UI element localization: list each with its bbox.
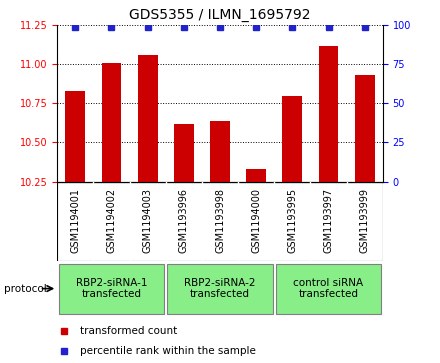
Bar xyxy=(210,121,230,182)
Text: RBP2-siRNA-1
transfected: RBP2-siRNA-1 transfected xyxy=(76,278,147,299)
Text: GSM1194002: GSM1194002 xyxy=(106,188,117,253)
Text: GSM1193996: GSM1193996 xyxy=(179,188,189,253)
Title: GDS5355 / ILMN_1695792: GDS5355 / ILMN_1695792 xyxy=(129,8,311,22)
Bar xyxy=(174,124,194,182)
Text: GSM1194000: GSM1194000 xyxy=(251,188,261,253)
FancyBboxPatch shape xyxy=(167,264,273,314)
Text: GSM1194003: GSM1194003 xyxy=(143,188,153,253)
Text: control siRNA
transfected: control siRNA transfected xyxy=(293,278,363,299)
Bar xyxy=(102,63,121,182)
Bar xyxy=(138,55,158,182)
Text: protocol: protocol xyxy=(4,284,47,294)
FancyBboxPatch shape xyxy=(276,264,381,314)
Bar xyxy=(319,46,338,182)
Bar xyxy=(355,76,375,182)
Bar xyxy=(282,95,302,182)
Bar xyxy=(57,182,383,261)
Bar xyxy=(66,91,85,182)
Text: GSM1193998: GSM1193998 xyxy=(215,188,225,253)
Text: GSM1193995: GSM1193995 xyxy=(287,188,297,253)
FancyBboxPatch shape xyxy=(59,264,164,314)
Text: transformed count: transformed count xyxy=(80,326,177,336)
Text: percentile rank within the sample: percentile rank within the sample xyxy=(80,346,256,356)
Text: GSM1193997: GSM1193997 xyxy=(323,188,334,253)
Text: GSM1194001: GSM1194001 xyxy=(70,188,80,253)
Text: RBP2-siRNA-2
transfected: RBP2-siRNA-2 transfected xyxy=(184,278,256,299)
Text: GSM1193999: GSM1193999 xyxy=(360,188,370,253)
Bar xyxy=(246,169,266,182)
